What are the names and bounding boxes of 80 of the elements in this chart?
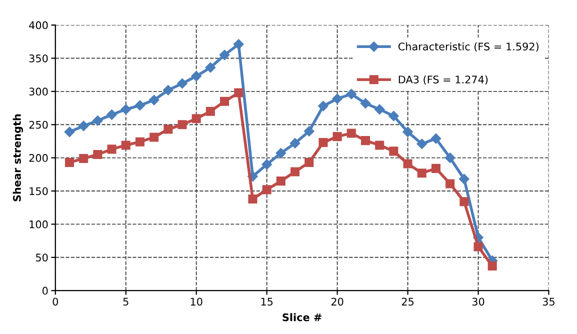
point <box>220 96 230 106</box>
point <box>134 100 146 110</box>
x-tick-label: 5 <box>123 298 128 306</box>
y-tick-label: 150 <box>30 187 48 196</box>
point <box>79 154 88 163</box>
point <box>93 150 102 160</box>
point <box>431 164 440 173</box>
y-tick-label: 0 <box>42 286 48 295</box>
point <box>276 148 286 158</box>
y-axis-title: Shear strength <box>12 114 24 202</box>
point <box>205 62 216 73</box>
point <box>64 158 74 167</box>
point <box>304 126 314 136</box>
y-tick-label: 100 <box>30 220 48 228</box>
point <box>290 138 300 148</box>
point <box>403 159 412 168</box>
point <box>290 167 300 176</box>
point <box>474 242 483 252</box>
point <box>430 133 442 144</box>
y-tick-label: 400 <box>29 21 48 30</box>
point <box>262 159 272 170</box>
point <box>446 179 455 188</box>
point <box>460 197 469 206</box>
point <box>360 136 370 146</box>
point <box>276 176 286 186</box>
point <box>417 168 426 178</box>
point <box>121 140 130 150</box>
x-tick-label: 20 <box>331 298 344 306</box>
point <box>488 262 497 271</box>
point <box>219 50 230 60</box>
point <box>163 84 174 96</box>
y-tick-label: 250 <box>29 120 48 129</box>
point <box>150 132 159 142</box>
y-tick-label: 50 <box>36 254 48 262</box>
point <box>332 132 342 142</box>
point <box>459 174 470 184</box>
point <box>389 146 398 156</box>
point <box>148 94 160 106</box>
point <box>332 94 342 104</box>
point <box>444 152 456 163</box>
x-tick-label: 10 <box>190 298 202 306</box>
point <box>346 128 356 138</box>
x-axis-title: Slice # <box>282 313 322 322</box>
point <box>177 78 188 89</box>
point <box>374 104 385 114</box>
point <box>92 116 103 126</box>
point <box>178 120 187 130</box>
point <box>164 124 173 134</box>
point <box>360 98 371 108</box>
point <box>120 104 131 114</box>
point <box>402 126 413 138</box>
legend-label: Characteristic (FS = 1.592) <box>398 42 538 52</box>
x-tick-label: 0 <box>52 298 58 306</box>
y-tick-label: 300 <box>29 88 48 96</box>
point <box>234 39 244 50</box>
point <box>234 88 244 98</box>
point <box>191 71 202 82</box>
point <box>388 110 399 122</box>
point <box>375 140 384 150</box>
point <box>206 106 215 116</box>
y-tick-label: 350 <box>29 54 48 62</box>
point <box>192 114 201 124</box>
x-tick-label: 30 <box>472 298 484 306</box>
point <box>262 185 272 194</box>
x-tick-label: 15 <box>261 298 273 306</box>
x-tick-label: 35 <box>542 298 554 306</box>
point <box>107 144 116 154</box>
point <box>346 88 357 100</box>
point <box>318 138 328 148</box>
point <box>304 158 314 167</box>
point <box>64 126 75 138</box>
legend-label: DA3 (FS = 1.274) <box>398 75 488 85</box>
point <box>416 138 427 149</box>
point <box>78 120 89 132</box>
point <box>106 110 117 120</box>
point <box>135 137 144 146</box>
point <box>248 194 258 204</box>
y-tick-label: 200 <box>29 154 48 162</box>
point <box>318 100 328 112</box>
x-tick-label: 25 <box>402 298 414 306</box>
